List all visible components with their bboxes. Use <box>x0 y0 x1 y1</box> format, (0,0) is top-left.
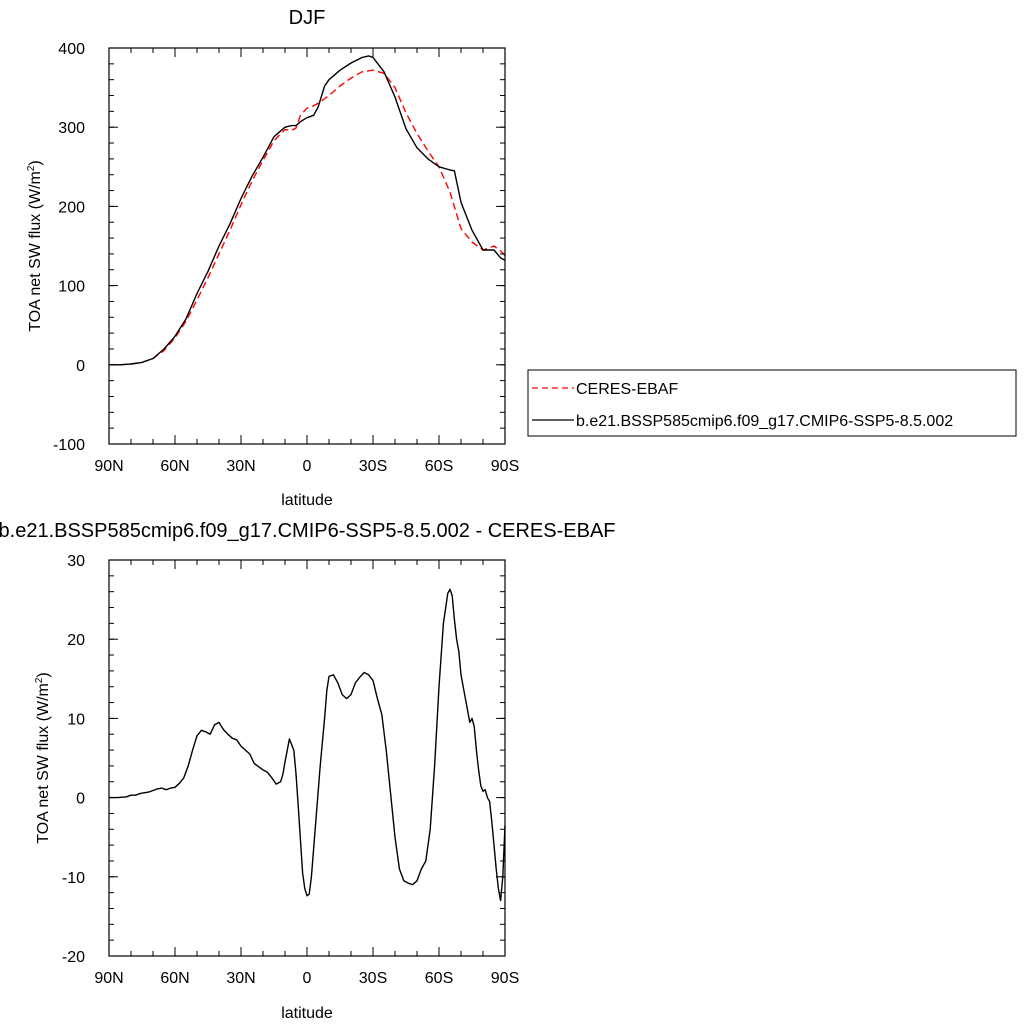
top-x-tick-label: 60S <box>425 458 453 475</box>
bottom-tick-layer: 90N 60N 30N 0 30S 60S 90S -20 -10 0 10 20 30 <box>62 553 519 987</box>
bottom-x-tick-label: 0 <box>303 970 312 987</box>
top-y-tick-label: 200 <box>58 199 85 216</box>
bottom-x-tick-label: 90S <box>491 970 519 987</box>
bottom-y-axis-label: TOA net SW flux (W/m2) <box>34 672 52 844</box>
top-y-tick-label: -100 <box>53 437 85 454</box>
top-x-axis-label: latitude <box>281 492 333 509</box>
top-y-tick-label: 0 <box>76 358 85 375</box>
bottom-y-tick-label: 0 <box>76 791 85 808</box>
top-y-axis-label: TOA net SW flux (W/m2) <box>26 160 44 332</box>
bottom-y-tick-label: 30 <box>67 553 85 570</box>
bottom-y-tick-label: 20 <box>67 632 85 649</box>
bottom-y-tick-label: -20 <box>62 949 85 966</box>
bottom-plot-frame <box>108 559 506 957</box>
bottom-y-tick-label: -10 <box>62 870 85 887</box>
top-y-tick-label: 100 <box>58 279 85 296</box>
top-series-layer <box>109 55 506 366</box>
top-x-tick-label: 90S <box>491 458 519 475</box>
top-x-tick-label: 30S <box>359 458 387 475</box>
legend-ceres-label: CERES-EBAF <box>576 381 678 398</box>
bottom-x-axis-label: latitude <box>281 1005 333 1022</box>
legend-model-label: b.e21.BSSP585cmip6.f09_g17.CMIP6-SSP5-8.… <box>576 413 953 430</box>
bottom-x-tick-label: 30S <box>359 970 387 987</box>
top-panel: DJF 90N 60N 30N 0 30S 60S 90S -100 0 100 200 300 400… <box>26 7 519 509</box>
bottom-y-tick-label: 10 <box>67 711 85 728</box>
top-y-tick-label: 300 <box>58 120 85 137</box>
ceres-ebaf-line <box>109 69 506 366</box>
legend: CERES-EBAF b.e21.BSSP585cmip6.f09_g17.CM… <box>527 369 1017 437</box>
top-x-tick-label: 0 <box>303 458 312 475</box>
top-x-tick-label: 90N <box>94 458 123 475</box>
bottom-x-tick-label: 30N <box>226 970 255 987</box>
legend-box <box>527 369 1017 437</box>
bottom-x-tick-label: 90N <box>94 970 123 987</box>
bottom-panel: b.e21.BSSP585cmip6.f09_g17.CMIP6-SSP5-8.… <box>0 520 615 1022</box>
difference-line <box>109 588 506 902</box>
top-x-tick-label: 30N <box>226 458 255 475</box>
bottom-chart-title: b.e21.BSSP585cmip6.f09_g17.CMIP6-SSP5-8.… <box>0 520 615 542</box>
bottom-series-layer <box>109 588 506 902</box>
top-tick-layer: 90N 60N 30N 0 30S 60S 90S -100 0 100 200 300 400 <box>53 41 519 475</box>
top-chart-title: DJF <box>289 7 326 29</box>
model-line <box>109 55 506 366</box>
top-y-tick-label: 400 <box>58 41 85 58</box>
top-x-tick-label: 60N <box>160 458 189 475</box>
bottom-x-tick-label: 60N <box>160 970 189 987</box>
top-plot-frame <box>108 47 506 445</box>
bottom-x-tick-label: 60S <box>425 970 453 987</box>
